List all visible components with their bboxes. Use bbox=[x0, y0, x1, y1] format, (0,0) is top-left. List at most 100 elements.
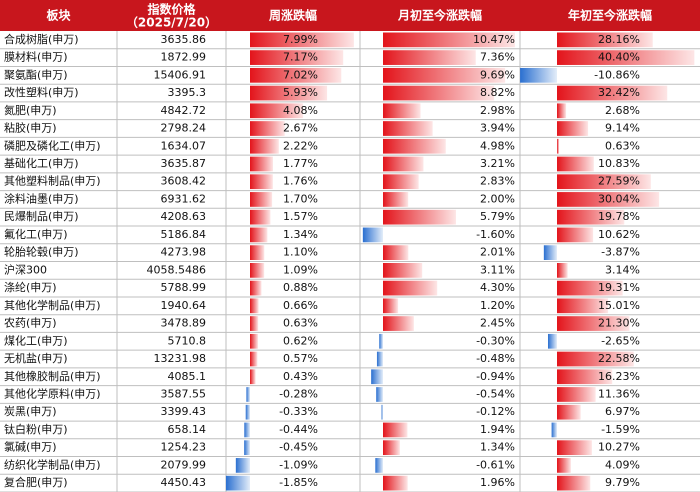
name-cell: 沪深300 bbox=[4, 262, 47, 276]
data-bar bbox=[557, 440, 592, 456]
data-bar bbox=[383, 263, 423, 278]
pct-cell: 7.02% bbox=[283, 68, 318, 81]
header-cell: 指数价格 bbox=[147, 2, 196, 17]
name-cell: 氟化工(申万) bbox=[4, 227, 68, 241]
price-cell: 3635.87 bbox=[161, 157, 207, 170]
data-bar bbox=[245, 404, 250, 420]
name-cell: 纺织化学制品(申万) bbox=[4, 457, 101, 471]
data-bar bbox=[557, 298, 609, 314]
data-bar bbox=[235, 458, 250, 473]
pct-cell: 1.34% bbox=[283, 228, 318, 241]
header-date: （2025/7/20） bbox=[126, 15, 217, 30]
data-bar bbox=[250, 369, 256, 385]
price-cell: 3635.86 bbox=[161, 33, 207, 46]
pct-cell: -0.12% bbox=[476, 405, 515, 418]
data-bar bbox=[551, 422, 557, 438]
pct-cell: 7.99% bbox=[283, 33, 318, 46]
pct-cell: 27.59% bbox=[598, 175, 640, 188]
pct-cell: 2.98% bbox=[480, 104, 515, 117]
data-bar bbox=[250, 280, 262, 296]
name-cell: 氮肥(申万) bbox=[4, 103, 57, 117]
data-bar bbox=[383, 440, 400, 456]
data-bar bbox=[383, 67, 506, 83]
data-bar bbox=[250, 156, 274, 172]
data-bar bbox=[250, 298, 259, 314]
data-bar bbox=[383, 422, 408, 438]
pct-cell: -1.85% bbox=[279, 476, 318, 489]
price-cell: 2798.24 bbox=[161, 122, 207, 135]
pct-cell: -10.86% bbox=[594, 68, 640, 81]
data-bar bbox=[250, 67, 342, 83]
data-bar bbox=[250, 316, 259, 331]
data-bar bbox=[383, 192, 409, 207]
data-bar bbox=[250, 174, 273, 190]
price-cell: 3608.42 bbox=[161, 175, 207, 188]
data-bar bbox=[557, 369, 613, 385]
data-bar bbox=[557, 316, 630, 331]
price-cell: 3399.43 bbox=[161, 405, 207, 418]
pct-cell: 2.67% bbox=[283, 122, 318, 135]
price-cell: 3587.55 bbox=[161, 387, 207, 400]
price-cell: 1940.64 bbox=[161, 299, 207, 312]
data-bar bbox=[557, 475, 591, 491]
price-cell: 4085.1 bbox=[168, 370, 207, 383]
price-cell: 6931.62 bbox=[161, 192, 207, 205]
name-cell: 轮胎轮毂(申万) bbox=[4, 245, 79, 259]
name-cell: 基础化工(申万) bbox=[4, 156, 79, 170]
data-bar bbox=[557, 85, 668, 101]
data-bar bbox=[383, 50, 476, 65]
header-cell: 周涨跌幅 bbox=[269, 8, 317, 23]
data-bar bbox=[557, 138, 560, 154]
pct-cell: -1.09% bbox=[279, 458, 318, 471]
pct-cell: -0.48% bbox=[476, 352, 515, 365]
price-cell: 4450.43 bbox=[161, 476, 207, 489]
pct-cell: 7.17% bbox=[283, 51, 318, 64]
data-bar bbox=[557, 50, 695, 65]
pct-cell: 0.43% bbox=[283, 370, 318, 383]
name-cell: 改性塑料(申万) bbox=[4, 85, 79, 99]
name-cell: 合成树脂(申万) bbox=[4, 32, 79, 46]
header-cell: 月初至今涨跌幅 bbox=[397, 8, 482, 23]
pct-cell: 4.08% bbox=[283, 104, 318, 117]
pct-cell: -0.28% bbox=[279, 387, 318, 400]
pct-cell: 3.94% bbox=[480, 122, 515, 135]
pct-cell: 10.27% bbox=[598, 441, 640, 454]
pct-cell: 16.23% bbox=[598, 370, 640, 383]
data-bar bbox=[557, 280, 623, 296]
pct-cell: 1.57% bbox=[283, 210, 318, 223]
pct-cell: 7.36% bbox=[480, 51, 515, 64]
price-cell: 1634.07 bbox=[161, 139, 207, 152]
pct-cell: 21.30% bbox=[598, 317, 640, 330]
price-cell: 5710.8 bbox=[168, 334, 207, 347]
pct-cell: 10.47% bbox=[473, 33, 515, 46]
pct-cell: 4.30% bbox=[480, 281, 515, 294]
pct-cell: 3.11% bbox=[480, 263, 515, 276]
pct-cell: 22.58% bbox=[598, 352, 640, 365]
data-bar bbox=[383, 475, 408, 491]
pct-cell: 0.62% bbox=[283, 334, 318, 347]
data-bar bbox=[557, 156, 594, 172]
pct-cell: 4.98% bbox=[480, 139, 515, 152]
name-cell: 氯碱(申万) bbox=[4, 440, 57, 454]
pct-cell: 40.40% bbox=[598, 51, 640, 64]
data-bar bbox=[557, 227, 594, 243]
pct-cell: 2.00% bbox=[480, 192, 515, 205]
price-cell: 4208.63 bbox=[161, 210, 207, 223]
price-cell: 4273.98 bbox=[161, 246, 207, 259]
price-cell: 5186.84 bbox=[161, 228, 207, 241]
data-bar bbox=[250, 32, 354, 48]
pct-cell: 19.78% bbox=[598, 210, 640, 223]
pct-cell: 0.88% bbox=[283, 281, 318, 294]
pct-cell: 1.96% bbox=[480, 476, 515, 489]
pct-cell: 9.79% bbox=[605, 476, 640, 489]
data-bar bbox=[383, 138, 446, 154]
pct-cell: 2.01% bbox=[480, 246, 515, 259]
data-bar bbox=[250, 227, 268, 243]
data-bar bbox=[383, 245, 409, 260]
pct-cell: -1.60% bbox=[476, 228, 515, 241]
pct-cell: 10.62% bbox=[598, 228, 640, 241]
pct-cell: 0.63% bbox=[283, 317, 318, 330]
data-bar bbox=[244, 440, 250, 456]
pct-cell: -0.30% bbox=[476, 334, 515, 347]
name-cell: 其他塑料制品(申万) bbox=[4, 174, 101, 188]
